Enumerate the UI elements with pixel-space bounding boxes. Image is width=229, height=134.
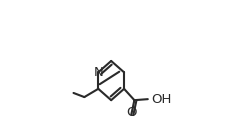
Text: N: N [93, 66, 103, 79]
Text: OH: OH [151, 93, 171, 106]
Text: O: O [125, 106, 136, 119]
